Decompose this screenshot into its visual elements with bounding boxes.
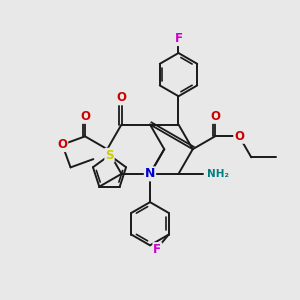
Text: O: O <box>116 92 127 104</box>
Text: O: O <box>210 110 220 123</box>
Text: O: O <box>57 138 67 151</box>
Text: O: O <box>80 110 90 123</box>
Text: F: F <box>153 243 161 256</box>
Text: F: F <box>175 32 182 45</box>
Text: NH₂: NH₂ <box>207 169 229 179</box>
Text: S: S <box>105 149 114 162</box>
Text: N: N <box>145 167 155 180</box>
Text: O: O <box>234 130 244 143</box>
